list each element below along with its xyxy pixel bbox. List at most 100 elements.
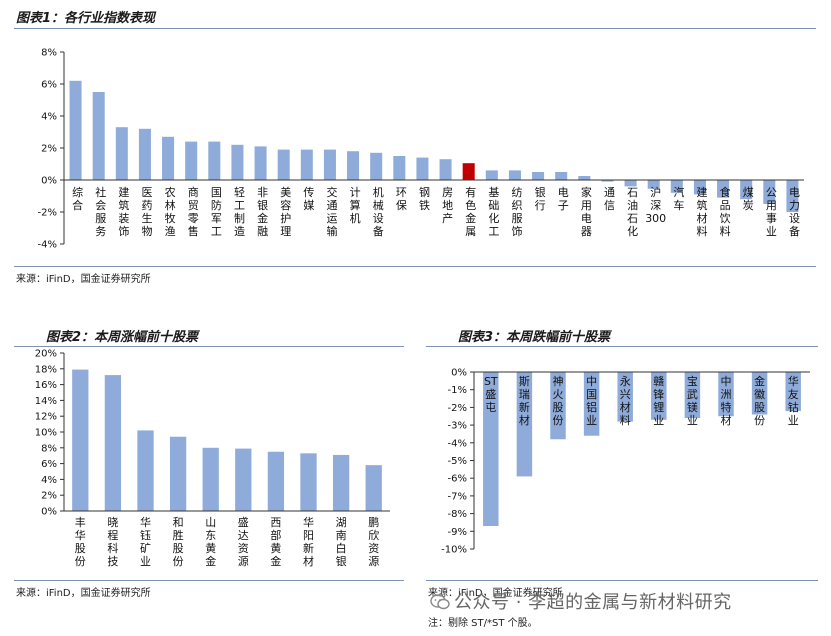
- category-label-4: 农林牧渔: [165, 185, 176, 238]
- category-label-23: 通信: [604, 186, 615, 212]
- category-label-11: 交通运输: [326, 185, 337, 238]
- wechat-icon: [430, 594, 450, 610]
- y-tick-label-9: -1%: [448, 385, 467, 396]
- bar-5: [185, 141, 198, 180]
- fig3-top-rule: [426, 346, 818, 347]
- bar-4: [617, 372, 633, 422]
- bar-9: [277, 149, 290, 180]
- bar-14: [393, 156, 406, 180]
- category-label-16: 房地产: [442, 186, 453, 225]
- bar-9: [785, 372, 801, 411]
- category-label-22: 家用电器: [581, 185, 592, 238]
- bar-4: [162, 136, 175, 180]
- bar-1: [92, 92, 105, 180]
- category-label-2: 神火股份: [553, 374, 564, 427]
- y-tick-label-5: -5%: [448, 456, 467, 467]
- y-tick-label-4: 8%: [41, 443, 57, 454]
- bar-16: [439, 159, 452, 180]
- category-label-24: 石油石化: [627, 186, 638, 238]
- bar-5: [235, 448, 252, 511]
- bar-19: [508, 170, 521, 180]
- bar-8: [751, 372, 768, 415]
- fig2-top-rule: [14, 346, 404, 347]
- y-tick-label-2: -8%: [448, 509, 467, 520]
- y-tick-label-3: 6%: [41, 459, 57, 470]
- category-label-3: 和胜股份: [173, 516, 184, 568]
- y-tick-label-3: -7%: [448, 491, 467, 502]
- bar-0: [72, 369, 89, 511]
- category-label-29: 煤炭: [743, 186, 754, 212]
- bar-21: [555, 172, 568, 180]
- category-label-25: 沪深 300: [645, 185, 666, 225]
- bar-0: [69, 80, 82, 180]
- bar-12: [347, 151, 360, 180]
- fig1-source: 来源：iFinD，国金证券研究所: [16, 274, 151, 285]
- y-tick-label-1: 2%: [41, 491, 57, 502]
- bar-23: [601, 180, 614, 182]
- y-tick-label-4: -6%: [448, 474, 467, 485]
- bar-20: [532, 172, 545, 180]
- category-label-14: 环保: [396, 186, 407, 212]
- bar-1: [516, 372, 533, 477]
- fig2-title: 图表2：本周涨幅前十股票: [46, 330, 199, 345]
- bar-11: [323, 149, 336, 180]
- top-gainers-chart: 0% 2% 4% 6% 8% 10% 12% 14% 16% 18% 20% 丰华股份 晓程科技 华钰矿业…: [35, 349, 390, 568]
- fig3-note: 注：剔除 ST/*ST 个股。: [428, 618, 538, 629]
- bar-3: [583, 372, 600, 436]
- category-label-28: 食品饮料: [720, 185, 731, 238]
- top-losers-chart: -10% -9% -8% -7% -6% -5% -4% -3% -2% -1% 0% ST 盛屯 斯瑞新…: [441, 368, 810, 556]
- y-tick-label-0: -4%: [38, 240, 57, 251]
- fig2-bottom-rule: [14, 580, 404, 581]
- category-label-9: 华友钴业: [788, 374, 799, 427]
- bar-0: [483, 372, 499, 526]
- category-label-19: 纺织服饰: [511, 185, 522, 238]
- bar-9: [365, 465, 382, 511]
- bar-7: [231, 144, 244, 180]
- category-label-3: 中国铝业: [586, 375, 597, 427]
- category-label-15: 钢铁: [419, 186, 430, 212]
- category-label-5: 盛达资源: [238, 515, 249, 568]
- category-label-0: ST 盛屯: [484, 375, 498, 414]
- bar-7: [718, 372, 734, 417]
- bar-2: [137, 430, 154, 511]
- bar-18: [485, 170, 498, 180]
- bar-26: [670, 180, 683, 193]
- category-label-7: 中洲特材: [721, 375, 732, 427]
- y-tick-label-8: 16%: [35, 380, 57, 391]
- category-label-6: 宝武镁业: [687, 374, 698, 427]
- y-tick-label-1: -2%: [38, 208, 57, 219]
- category-label-8: 湖南白银: [336, 516, 347, 568]
- category-label-30: 公用事业: [766, 186, 777, 238]
- category-label-18: 基础化工: [488, 186, 499, 238]
- fig3-bottom-rule: [426, 580, 818, 581]
- bar-8: [254, 146, 267, 180]
- category-label-27: 建筑材料: [696, 185, 707, 238]
- bar-6: [684, 372, 701, 419]
- fig1-top-rule: [14, 28, 816, 29]
- y-tick-label-6: 12%: [35, 412, 57, 423]
- y-tick-label-5: 10%: [35, 428, 57, 439]
- category-label-9: 美容护理: [280, 186, 291, 238]
- category-label-2: 建筑装饰: [118, 185, 129, 238]
- y-tick-label-10: 0%: [451, 368, 467, 379]
- y-tick-label-7: -3%: [448, 421, 467, 432]
- y-tick-label-9: 18%: [35, 364, 57, 375]
- category-label-10: 传媒: [303, 186, 314, 212]
- industry-index-chart: -4% -2% 0% 2% 4% 6% 8% 综合 社会服务 建筑装饰 医药生物 农林牧渔 商贸零售 国防…: [38, 48, 804, 251]
- fig1-bottom-rule: [14, 266, 816, 267]
- y-tick-label-2: 0%: [41, 176, 57, 187]
- category-label-5: 赣锋锂业: [653, 374, 664, 427]
- bar-30: [763, 180, 776, 204]
- y-tick-label-6: 8%: [41, 48, 57, 59]
- watermark: 公众号 · 李超的金属与新材料研究: [430, 588, 732, 614]
- category-label-12: 计算机: [350, 186, 361, 225]
- y-tick-label-2: 4%: [41, 475, 57, 486]
- bar-3: [169, 436, 187, 511]
- category-label-6: 国防军工: [211, 186, 222, 238]
- fig3-source: 来源：iFinD，国金证券研究所: [428, 588, 563, 599]
- bar-25: [647, 180, 660, 189]
- bar-7: [300, 453, 317, 511]
- category-label-7: 轻工制造: [234, 185, 245, 238]
- bar-4: [202, 447, 219, 511]
- y-tick-label-7: 14%: [35, 396, 57, 407]
